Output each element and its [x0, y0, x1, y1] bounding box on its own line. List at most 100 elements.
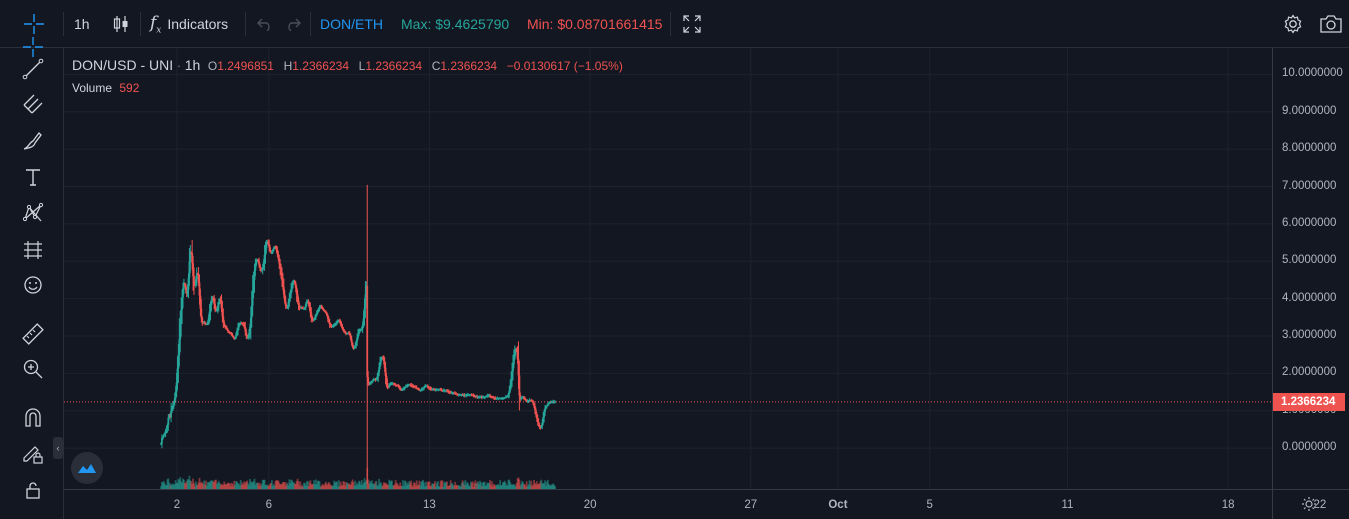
volume-bar — [327, 481, 330, 489]
pattern-icon[interactable] — [16, 198, 50, 228]
camera-snapshot-icon[interactable] — [1319, 0, 1343, 48]
candle-body — [229, 333, 232, 335]
volume-bar — [249, 481, 252, 489]
volume-bar — [218, 483, 221, 489]
volume-bar — [497, 483, 500, 489]
undo-icon[interactable] — [256, 0, 274, 48]
candle-body — [358, 331, 360, 334]
candle-body — [516, 351, 519, 360]
candle-body — [483, 396, 486, 398]
candle-body — [460, 394, 463, 396]
volume-bar — [493, 484, 496, 489]
volume-bar — [529, 484, 532, 489]
candle-body — [194, 279, 197, 286]
volume-bar — [479, 482, 482, 489]
volume-bar — [297, 481, 300, 489]
candle-body — [528, 400, 531, 402]
crosshair-icon[interactable] — [16, 32, 50, 62]
magnet-icon[interactable] — [16, 403, 50, 433]
fib-retracement-icon[interactable] — [16, 89, 50, 119]
candle-body — [381, 357, 384, 359]
candle-body — [200, 308, 203, 319]
interval-button[interactable]: 1h — [74, 0, 90, 48]
candle-body — [523, 397, 525, 399]
price-axis[interactable]: 10.0000000 9.0000000 8.0000000 7.0000000 6.0… — [1272, 48, 1349, 489]
volume-bar — [164, 485, 167, 489]
volume-bar — [231, 483, 234, 489]
crosshair-mode-icon[interactable] — [20, 0, 48, 48]
volume-bar — [283, 482, 286, 489]
candle-body — [190, 252, 193, 254]
volume-bar — [242, 484, 245, 489]
toolbar-divider — [670, 12, 671, 36]
volume-bar — [436, 481, 439, 489]
time-axis[interactable]: 2 6 13 20 27 Oct 5 11 18 22 — [64, 489, 1326, 519]
prediction-icon[interactable] — [16, 235, 50, 265]
volume-bar — [308, 482, 311, 489]
volume-bar — [322, 484, 325, 489]
candle-body — [260, 270, 263, 272]
candle-body — [534, 406, 536, 410]
candle-body — [434, 389, 436, 391]
candle-body — [438, 389, 441, 391]
candle-body — [295, 287, 298, 294]
volume-bar — [180, 481, 183, 489]
candle-body — [232, 336, 235, 338]
time-axis-label: 11 — [1061, 499, 1074, 511]
volume-bar — [469, 481, 472, 489]
time-axis-label: 6 — [265, 499, 272, 511]
volume-value: 592 — [119, 81, 140, 95]
indicators-button[interactable]: fx Indicators — [150, 0, 228, 48]
lock-drawing-icon[interactable] — [16, 439, 50, 469]
volume-bar — [455, 484, 458, 489]
candle-body — [477, 396, 480, 398]
candle-body — [343, 330, 346, 332]
volume-bar — [394, 480, 397, 489]
emoji-icon[interactable] — [16, 270, 50, 300]
candle-body — [216, 306, 219, 310]
candle-body — [354, 345, 357, 348]
lock-icon[interactable] — [16, 475, 50, 505]
candle-body — [228, 332, 231, 334]
volume-bar — [217, 480, 220, 489]
volume-bar — [252, 481, 255, 489]
volume-bar — [381, 485, 384, 489]
collapse-toolbar-arrow-icon[interactable]: ‹ — [53, 437, 63, 459]
price-axis-label: 2.0000000 — [1282, 366, 1337, 379]
candle-body — [322, 308, 325, 310]
volume-bar — [257, 482, 260, 489]
candle-body — [212, 297, 215, 300]
volume-bar — [470, 483, 473, 489]
volume-bar — [491, 486, 494, 489]
zoom-in-icon[interactable] — [16, 354, 50, 384]
candle-body — [297, 299, 300, 305]
ruler-icon[interactable] — [16, 319, 50, 349]
candle-body — [541, 422, 544, 427]
volume-bar — [318, 481, 321, 489]
settings-gear-icon[interactable] — [1282, 0, 1304, 48]
chart-settings-icon[interactable] — [1301, 496, 1317, 515]
candle-body — [339, 322, 342, 325]
volume-bar — [539, 481, 542, 489]
tradingview-logo-icon[interactable] — [71, 452, 103, 484]
fullscreen-icon[interactable] — [682, 0, 702, 48]
candle-body — [271, 252, 273, 254]
brush-icon[interactable] — [16, 126, 50, 156]
candle-body — [501, 398, 503, 400]
volume-bar — [323, 485, 326, 489]
chart-pane[interactable]: DON/USD - UNI · 1h O1.2496851 H1.2366234… — [64, 48, 1272, 489]
candle-body — [192, 263, 194, 277]
candle-body — [202, 322, 205, 324]
candle-body — [175, 382, 178, 393]
candle-body — [375, 379, 378, 381]
candles-chart-type-icon[interactable] — [110, 0, 132, 48]
volume-bar — [514, 486, 517, 489]
redo-icon[interactable] — [284, 0, 302, 48]
open-value: 1.2496851 — [217, 59, 274, 73]
price-chart-svg[interactable] — [64, 48, 1272, 489]
pair-link[interactable]: DON/ETH — [320, 0, 383, 48]
text-tool-icon[interactable] — [16, 162, 50, 192]
volume-bar — [502, 481, 505, 489]
candle-body — [174, 392, 177, 399]
trend-line-icon[interactable] — [16, 54, 50, 84]
